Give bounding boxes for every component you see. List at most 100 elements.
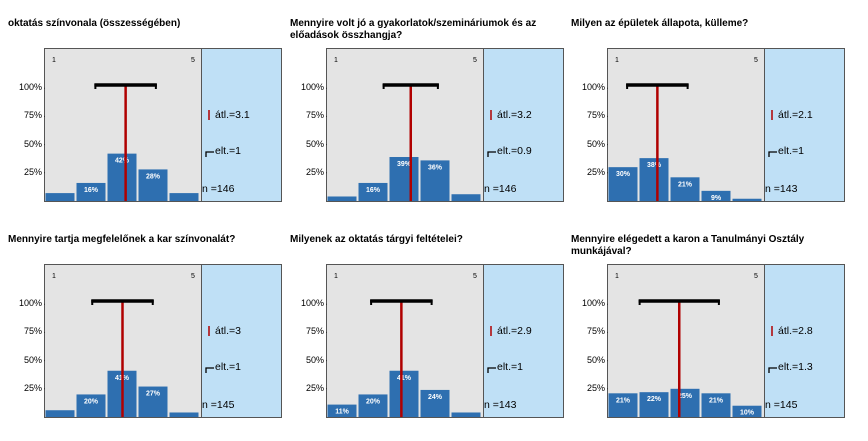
bar <box>639 158 669 201</box>
chart-panel: Mennyire elégedett a karon a Tanulmányi … <box>571 234 851 434</box>
bar-data-label: 21% <box>709 397 724 404</box>
bar <box>670 177 700 201</box>
bar <box>420 160 450 201</box>
y-tick-label: 50% <box>586 354 605 365</box>
chart-plot: 1 5 16% 39% 36% <box>326 48 564 202</box>
y-tick-label: 100% <box>581 82 605 93</box>
mean-value: átl.=3.2 <box>497 109 532 121</box>
y-tick-label: 100% <box>18 82 42 93</box>
chart-plot: 1 5 21% 22% 25% 21% 10% <box>607 264 845 418</box>
bar <box>389 370 419 417</box>
y-tick-label: 50% <box>305 354 324 365</box>
bar <box>327 404 357 417</box>
bar <box>451 412 481 417</box>
bar <box>138 386 168 417</box>
bar <box>732 198 762 201</box>
bar <box>169 412 199 417</box>
scale-max-label: 5 <box>191 273 195 280</box>
bar-data-label: 42% <box>115 158 130 165</box>
bar-data-label: 22% <box>647 396 662 403</box>
y-tick-label: 100% <box>300 298 324 309</box>
chart-panel: oktatás színvonala (összességében) 100% 75… <box>8 18 288 218</box>
n-value: n =146 <box>202 183 235 195</box>
stats-background <box>201 264 282 418</box>
y-tick-label: 100% <box>581 298 605 309</box>
bar-data-label: 10% <box>740 410 755 417</box>
bar <box>45 410 75 417</box>
sd-legend-icon <box>487 151 496 157</box>
chart-plot: 1 5 11% 20% 41% 24% <box>326 264 564 418</box>
bar-data-label: 11% <box>335 409 349 416</box>
bar <box>76 182 106 201</box>
n-value: n =145 <box>202 399 235 411</box>
chart-title: Milyenek az oktatás tárgyi feltételei? <box>290 234 463 245</box>
bar-data-label: 20% <box>366 398 381 405</box>
y-tick-label: 25% <box>586 166 605 177</box>
chart-title: Milyen az épületek állapota, külleme? <box>571 18 749 29</box>
bar-data-label: 36% <box>428 164 443 171</box>
y-tick-label: 50% <box>23 138 42 149</box>
sd-value: elt.=1 <box>778 145 804 157</box>
chart-panel: Milyen az épületek állapota, külleme? 100… <box>571 18 851 218</box>
chart-panel: Milyenek az oktatás tárgyi feltételei? 10… <box>290 234 570 434</box>
scale-min-label: 1 <box>52 273 56 280</box>
bar-data-label: 27% <box>146 391 161 398</box>
y-tick-label: 25% <box>305 166 324 177</box>
chart-panel: Mennyire tartja megfelelőnek a kar színv… <box>8 234 288 434</box>
sd-legend-icon <box>487 367 496 373</box>
bar-data-label: 39% <box>397 161 412 168</box>
sd-value: elt.=1 <box>497 361 523 373</box>
y-tick-label: 75% <box>305 110 324 121</box>
mean-value: átl.=3.1 <box>215 109 250 121</box>
chart-title: Mennyire elégedett a karon a Tanulmányi … <box>571 234 805 257</box>
mean-value: átl.=2.9 <box>497 325 532 337</box>
bar-data-label: 21% <box>678 181 693 188</box>
n-value: n =145 <box>765 399 798 411</box>
y-tick-label: 50% <box>586 138 605 149</box>
scale-min-label: 1 <box>615 273 619 280</box>
stats-background <box>483 264 564 418</box>
n-value: n =143 <box>765 183 798 195</box>
bar-data-label: 16% <box>366 187 381 194</box>
scale-max-label: 5 <box>754 273 758 280</box>
chart-title: Mennyire tartja megfelelőnek a kar színv… <box>8 234 236 245</box>
y-tick-label: 25% <box>23 382 42 393</box>
scale-max-label: 5 <box>473 57 477 64</box>
sd-legend-icon <box>205 367 214 373</box>
bar <box>45 193 75 201</box>
scale-max-label: 5 <box>473 273 477 280</box>
n-value: n =146 <box>484 183 517 195</box>
mean-value: átl.=2.1 <box>778 109 813 121</box>
bar <box>608 393 638 417</box>
y-tick-label: 25% <box>305 382 324 393</box>
chart-title: oktatás színvonala (összességében) <box>8 18 181 29</box>
scale-max-label: 5 <box>191 57 195 64</box>
bar-data-label: 9% <box>711 195 722 202</box>
mean-value: átl.=3 <box>215 325 241 337</box>
bar <box>451 194 481 201</box>
bar <box>608 167 638 201</box>
y-tick-label: 50% <box>305 138 324 149</box>
stats-background <box>764 264 845 418</box>
scale-min-label: 1 <box>334 57 338 64</box>
y-tick-label: 100% <box>300 82 324 93</box>
bar <box>701 393 731 417</box>
bar-data-label: 38% <box>647 162 662 169</box>
bar <box>732 405 762 417</box>
sd-value: elt.=0.9 <box>497 145 532 157</box>
bar-data-label: 41% <box>397 375 412 382</box>
sd-legend-icon <box>205 151 214 157</box>
bar-data-label: 16% <box>84 187 99 194</box>
chart-title: Mennyire volt jó a gyakorlatok/szeminári… <box>290 18 537 41</box>
bar-data-label: 30% <box>616 171 631 178</box>
bar <box>138 169 168 201</box>
y-tick-label: 50% <box>23 354 42 365</box>
sd-legend-icon <box>768 367 777 373</box>
sd-value: elt.=1 <box>215 361 241 373</box>
chart-plot: 1 5 30% 38% 21% 9% <box>607 48 845 202</box>
bar-data-label: 24% <box>428 394 443 401</box>
y-tick-label: 25% <box>23 166 42 177</box>
stats-background <box>201 48 282 202</box>
bar <box>639 392 669 417</box>
